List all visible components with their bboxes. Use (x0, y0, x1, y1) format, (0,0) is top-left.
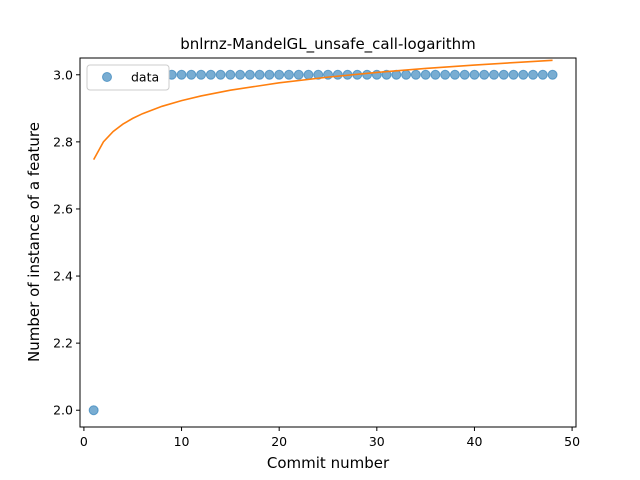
x-axis-label: Commit number (267, 454, 390, 472)
data-point (225, 69, 236, 80)
data-point (420, 69, 431, 80)
data-point (293, 69, 304, 80)
data-point (283, 69, 294, 80)
data-point (244, 69, 255, 80)
legend: data (86, 64, 170, 91)
chart-title: bnlrnz-MandelGL_unsafe_call-logarithm (180, 35, 476, 54)
fit-line (92, 59, 553, 161)
data-point (488, 69, 499, 80)
data-point (528, 69, 539, 80)
data-point (508, 69, 519, 80)
x-tick-label: 10 (174, 434, 190, 449)
data-point (401, 69, 412, 80)
legend-box (86, 64, 170, 91)
data-point (430, 69, 441, 80)
data-point (449, 69, 460, 80)
data-point (459, 69, 470, 80)
data-point (176, 69, 187, 80)
data-point (410, 69, 421, 80)
data-point (235, 69, 246, 80)
x-tick-label: 30 (369, 434, 385, 449)
x-tick-label: 40 (467, 434, 483, 449)
data-point (518, 69, 529, 80)
y-tick-label: 2.6 (53, 201, 73, 216)
data-point (88, 405, 99, 416)
data-point (303, 69, 314, 80)
y-tick-label: 2.8 (53, 134, 73, 149)
x-tick-label: 20 (271, 434, 287, 449)
data-point (362, 69, 373, 80)
x-tick-label: 0 (80, 434, 88, 449)
data-point (313, 69, 324, 80)
x-tick-label: 50 (564, 434, 580, 449)
y-tick-label: 2.0 (53, 403, 73, 418)
legend-marker-data (102, 72, 112, 82)
data-point (196, 69, 207, 80)
y-tick-label: 3.0 (53, 67, 73, 82)
data-point (186, 69, 197, 80)
legend-label-data: data (131, 70, 159, 85)
data-point (332, 69, 343, 80)
data-point (205, 69, 216, 80)
data-point (479, 69, 490, 80)
data-point (215, 69, 226, 80)
data-point (498, 69, 509, 80)
data-point (440, 69, 451, 80)
data-point (537, 69, 548, 80)
y-axis-label: Number of instance of a feature (25, 122, 43, 362)
axis-ticks: 0 10 20 30 40 50 2.0 2.2 2.4 2.6 2.8 3.0 (53, 67, 580, 449)
data-point (264, 69, 275, 80)
data-point (547, 69, 558, 80)
y-tick-label: 2.2 (53, 336, 73, 351)
plot-frame (79, 57, 577, 428)
data-point (254, 69, 265, 80)
data-point (469, 69, 480, 80)
y-tick-label: 2.4 (53, 269, 73, 284)
data-point (274, 69, 285, 80)
